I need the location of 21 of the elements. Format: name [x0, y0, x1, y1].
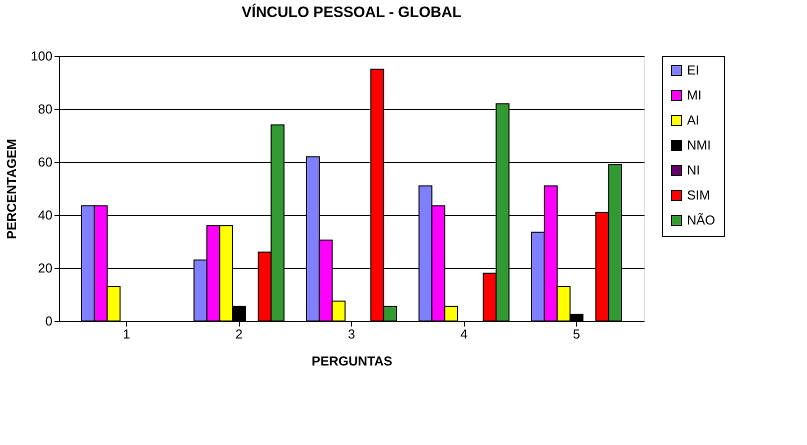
y-tick-label: 80 — [38, 102, 52, 116]
y-tick-label: 60 — [38, 154, 52, 170]
x-tick-label: 5 — [572, 326, 580, 342]
y-tick-label: 20 — [38, 260, 52, 276]
x-axis-title: PERGUNTAS — [312, 354, 393, 368]
legend-label: AI — [687, 112, 700, 128]
y-tick-label: 100 — [30, 48, 52, 64]
legend-label: NI — [687, 162, 700, 178]
x-tick-label: 4 — [460, 326, 468, 342]
y-tick-label: 0 — [45, 314, 52, 328]
legend-label: SIM — [687, 188, 710, 202]
legend-label: NMI — [687, 138, 711, 152]
y-tick-label: 40 — [38, 208, 52, 222]
y-axis-title: PERCENTAGEM — [4, 138, 19, 240]
legend-label: NÃO — [687, 212, 716, 228]
x-tick-label: 2 — [235, 326, 243, 342]
legend-label: MI — [687, 88, 702, 102]
x-tick-label: 1 — [122, 326, 130, 342]
legend-label: EI — [687, 62, 700, 78]
x-tick-label: 3 — [348, 326, 356, 342]
chart-title: VÍNCULO PESSOAL - GLOBAL — [242, 3, 462, 21]
